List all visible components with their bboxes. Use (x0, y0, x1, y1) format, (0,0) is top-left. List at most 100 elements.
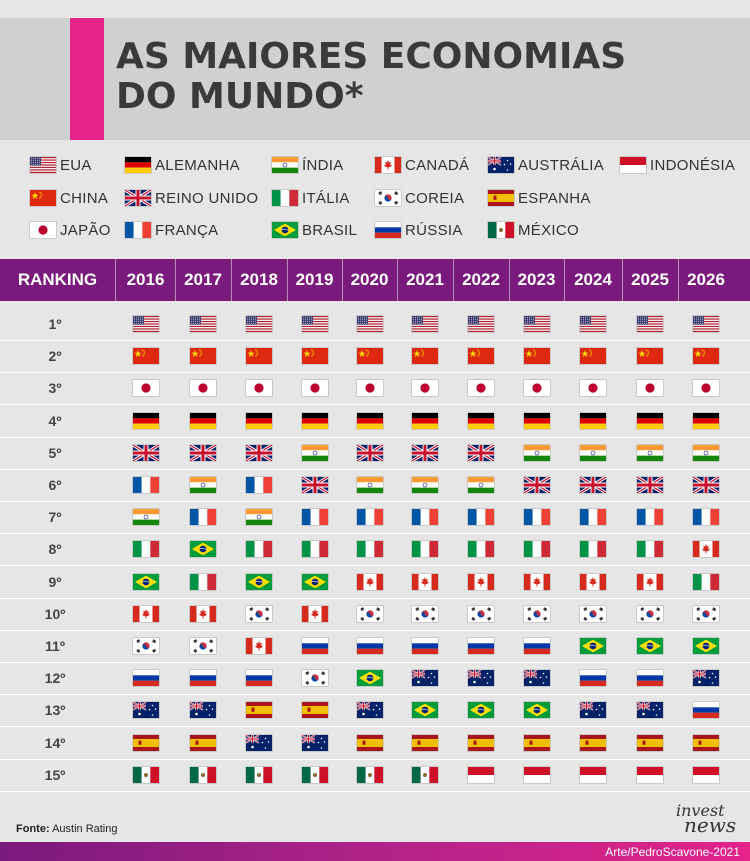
legend-item: JAPÃO (30, 218, 111, 242)
spain-flag-icon (580, 734, 606, 751)
india-flag-icon (693, 444, 719, 461)
table-cell (693, 670, 719, 687)
rank-label: 7º (48, 509, 62, 526)
table-cell (412, 348, 438, 365)
usa-flag-icon (301, 316, 328, 332)
uk-flag-icon (580, 477, 606, 493)
italy-flag-icon (580, 541, 606, 558)
table-cell (412, 573, 438, 591)
table-cell (190, 766, 216, 784)
table-cell (356, 412, 383, 430)
france-flag-icon (523, 509, 550, 526)
table-row: 12º (0, 663, 750, 696)
table-cell (580, 316, 606, 333)
canada-flag-icon (637, 573, 663, 590)
russia-flag-icon (132, 670, 159, 687)
usa-flag-icon (580, 316, 606, 332)
logo-line2: news (684, 813, 737, 837)
uk-flag-icon (637, 477, 663, 493)
spain-flag-icon (637, 734, 663, 751)
header-divider (115, 259, 116, 301)
legend-item: CHINA (30, 186, 108, 210)
legend-item: ÍNDIA (272, 153, 344, 177)
russia-flag-icon (412, 638, 438, 654)
uk-flag-icon (468, 444, 494, 461)
table-cell (246, 316, 272, 333)
page-title: AS MAIORES ECONOMIAS DO MUNDO* (116, 37, 626, 117)
table-cell (246, 702, 272, 719)
france-flag-icon (132, 477, 159, 493)
legend-item: RÚSSIA (375, 218, 463, 242)
table-cell (637, 670, 663, 687)
germany-flag-icon (580, 412, 606, 429)
table-cell (356, 509, 383, 526)
legend-item: REINO UNIDO (125, 186, 258, 210)
table-cell (412, 444, 438, 462)
table-cell (693, 605, 719, 623)
australia-flag-icon (693, 670, 719, 687)
table-cell (468, 638, 494, 655)
table-cell (412, 702, 438, 719)
canada-flag-icon (375, 157, 401, 173)
germany-flag-icon (190, 412, 216, 429)
year-header-2023: 2023 (517, 270, 556, 289)
legend-item: EUA (30, 153, 92, 177)
table-cell (637, 348, 663, 365)
legend-label: FRANÇA (155, 221, 219, 239)
legend-label: JAPÃO (60, 221, 111, 239)
table-cell (356, 702, 383, 719)
table-cell (356, 605, 383, 623)
table-cell (580, 702, 606, 719)
table-cell (523, 766, 550, 784)
table-cell (468, 348, 494, 365)
brazil-flag-icon (637, 638, 663, 654)
table-cell (190, 573, 216, 591)
table-cell (301, 412, 328, 430)
table-cell (468, 605, 494, 623)
year-header-2020: 2020 (350, 270, 389, 289)
table-cell (356, 766, 383, 784)
table-cell (580, 412, 606, 430)
spain-flag-icon (132, 734, 159, 751)
table-cell (693, 702, 719, 719)
mexico-flag-icon (412, 766, 438, 783)
canada-flag-icon (412, 573, 438, 590)
legend-label: ESPANHA (518, 189, 591, 207)
table-cell (132, 412, 159, 430)
table-cell (246, 766, 272, 784)
usa-flag-icon (356, 316, 383, 332)
table-cell (523, 605, 550, 623)
russia-flag-icon (468, 638, 494, 654)
japan-flag-icon (246, 380, 272, 397)
table-cell (190, 348, 216, 365)
header-divider (342, 259, 343, 301)
germany-flag-icon (637, 412, 663, 429)
table-cell (412, 766, 438, 784)
table-cell (356, 734, 383, 752)
china-flag-icon (356, 348, 383, 365)
rank-label: 11º (45, 638, 65, 654)
year-header-2026: 2026 (687, 270, 725, 289)
table-cell (356, 541, 383, 558)
legend-label: BRASIL (302, 221, 358, 239)
table-cell (132, 509, 159, 526)
table-cell (246, 638, 272, 655)
table-cell (412, 638, 438, 655)
germany-flag-icon (693, 412, 719, 429)
legend-item: ITÁLIA (272, 186, 350, 210)
china-flag-icon (637, 348, 663, 365)
usa-flag-icon (30, 157, 56, 173)
table-cell (132, 444, 159, 462)
table-row: 8º (0, 534, 750, 567)
spain-flag-icon (246, 702, 272, 719)
germany-flag-icon (246, 412, 272, 429)
indonesia-flag-icon (637, 766, 663, 783)
legend-item: INDONÉSIA (620, 153, 735, 177)
source-label: Fonte: (16, 823, 50, 835)
table-cell (412, 380, 438, 397)
table-cell (301, 444, 328, 462)
china-flag-icon (246, 348, 272, 365)
table-cell (523, 316, 550, 333)
table-header: RANKING 2016 2017 2018 2019 2020 2021 2022 2023 2… (0, 259, 750, 301)
legend-label: EUA (60, 156, 92, 174)
